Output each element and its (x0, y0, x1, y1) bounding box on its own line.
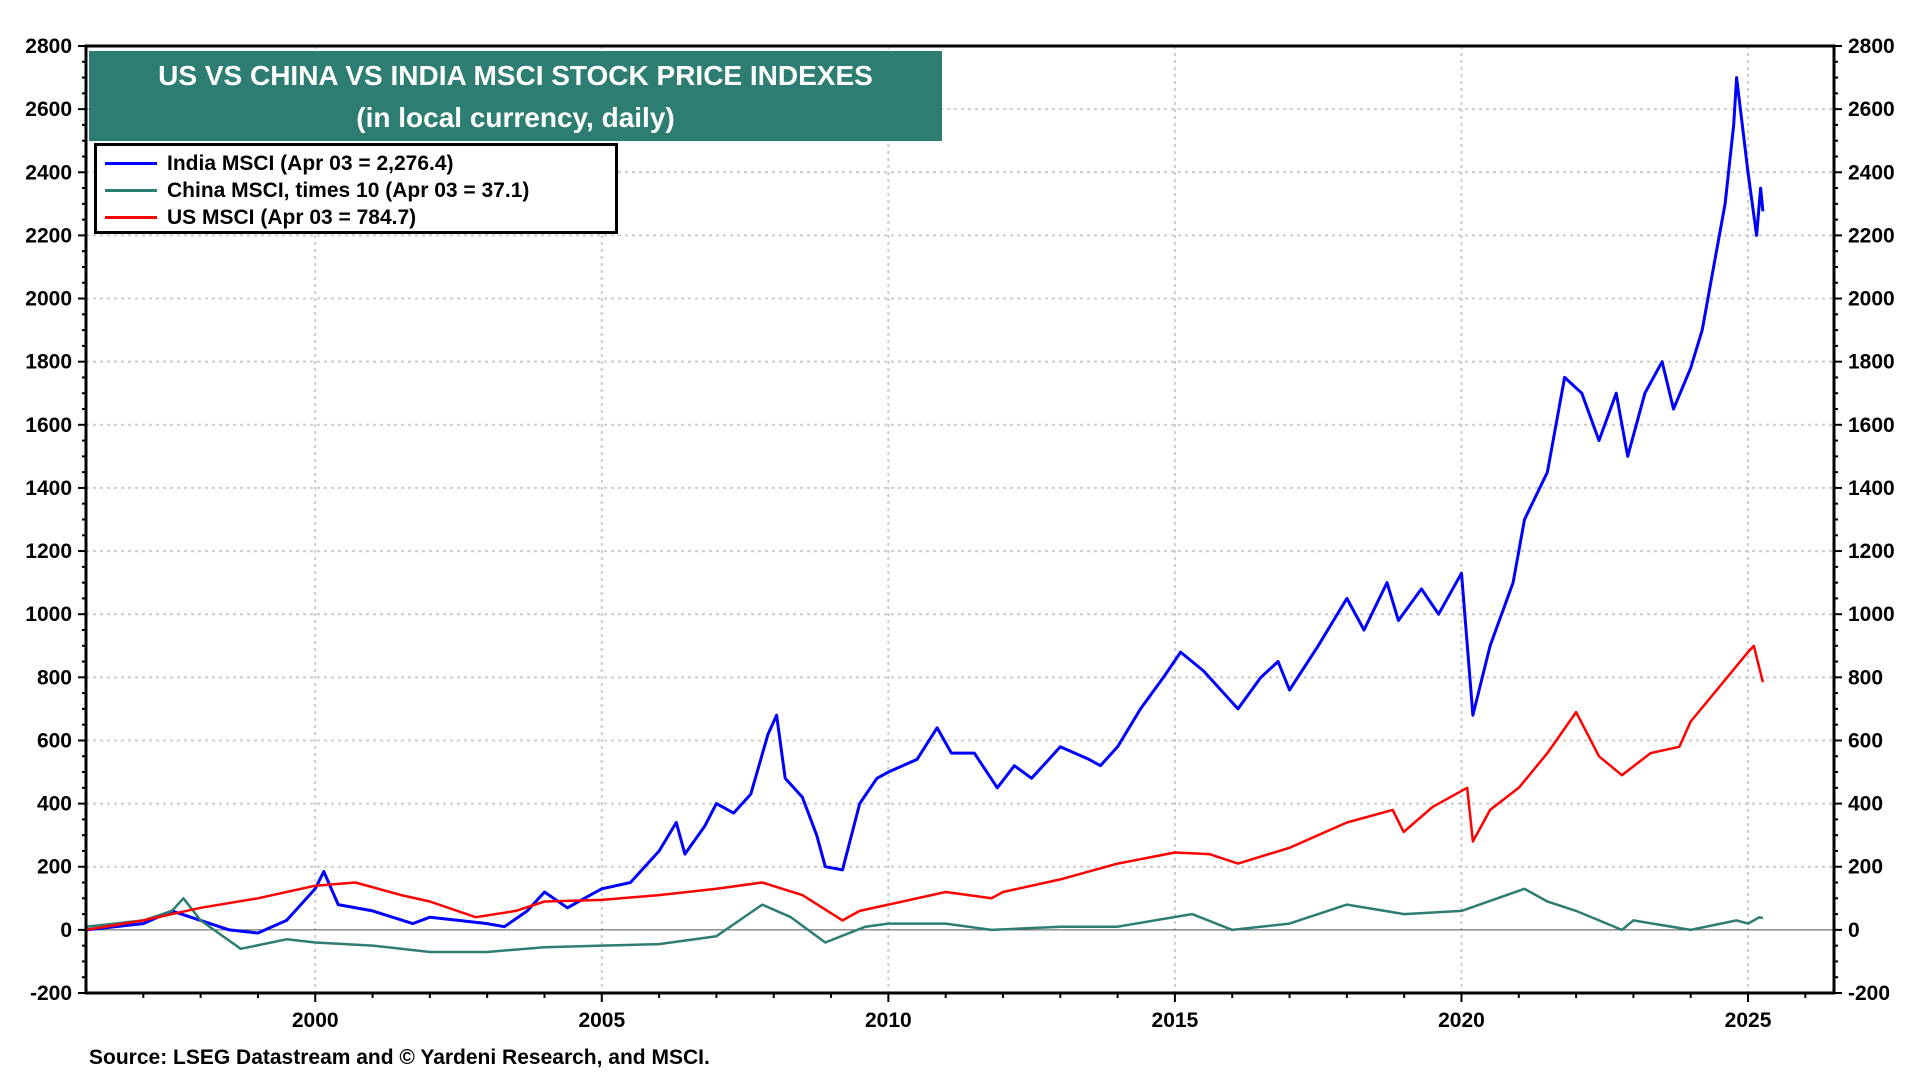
legend-swatch-india (105, 162, 157, 165)
india-msci-line (85, 76, 1765, 935)
y-tick-label-left: 2200 (25, 224, 72, 247)
china-msci-line (85, 887, 1764, 954)
y-tick-label-left: 1000 (25, 603, 72, 626)
x-tick-label: 2020 (1438, 1009, 1485, 1032)
y-tick-label-right: 1600 (1848, 414, 1895, 437)
y-tick-label-left: 1800 (25, 351, 72, 374)
y-tick-label-right: 0 (1848, 919, 1860, 942)
y-tick-label-left: 2600 (25, 98, 72, 121)
chart-subtitle: (in local currency, daily) (356, 102, 675, 133)
x-tick-label: 2000 (292, 1009, 339, 1032)
us-msci-line (85, 644, 1765, 932)
source-note: Source: LSEG Datastream and © Yardeni Re… (89, 1046, 710, 1069)
y-tick-label-right: -200 (1848, 982, 1890, 1005)
y-tick-label-left: 200 (37, 856, 72, 879)
y-tick-label-right: 2800 (1848, 35, 1895, 58)
chart-title-box: US VS CHINA VS INDIA MSCI STOCK PRICE IN… (89, 51, 942, 141)
y-tick-label-left: -200 (30, 982, 72, 1005)
y-tick-label-right: 1400 (1848, 477, 1895, 500)
y-tick-label-left: 800 (37, 666, 72, 689)
x-tick-label: 2015 (1152, 1009, 1199, 1032)
y-tick-label-right: 1000 (1848, 603, 1895, 626)
y-tick-label-left: 0 (60, 919, 72, 942)
x-tick-label: 2005 (578, 1009, 625, 1032)
plot-frame (84, 44, 1836, 995)
y-tick-label-right: 800 (1848, 666, 1883, 689)
y-tick-label-right: 2000 (1848, 288, 1895, 311)
y-tick-label-left: 1600 (25, 414, 72, 437)
y-tick-label-left: 2800 (25, 35, 72, 58)
legend-item-us: US MSCI (Apr 03 = 784.7) (105, 204, 615, 231)
y-tick-label-right: 1200 (1848, 540, 1895, 563)
y-tick-label-left: 2000 (25, 288, 72, 311)
legend-item-china: China MSCI, times 10 (Apr 03 = 37.1) (105, 177, 615, 204)
x-tick-label: 2010 (865, 1009, 912, 1032)
y-tick-label-right: 600 (1848, 729, 1883, 752)
legend: India MSCI (Apr 03 = 2,276.4) China MSCI… (94, 143, 618, 234)
legend-swatch-us (105, 216, 157, 219)
y-tick-label-left: 400 (37, 793, 72, 816)
legend-swatch-china (105, 189, 157, 192)
y-tick-label-right: 2200 (1848, 224, 1895, 247)
y-tick-label-right: 1800 (1848, 351, 1895, 374)
legend-label-us: US MSCI (Apr 03 = 784.7) (167, 205, 417, 229)
legend-item-india: India MSCI (Apr 03 = 2,276.4) (105, 150, 615, 177)
y-tick-label-left: 1400 (25, 477, 72, 500)
y-tick-label-right: 400 (1848, 793, 1883, 816)
y-tick-label-right: 2400 (1848, 161, 1895, 184)
chart-title: US VS CHINA VS INDIA MSCI STOCK PRICE IN… (158, 60, 873, 91)
x-tick-label: 2025 (1725, 1009, 1772, 1032)
y-tick-label-left: 2400 (25, 161, 72, 184)
legend-label-china: China MSCI, times 10 (Apr 03 = 37.1) (167, 178, 530, 202)
legend-label-india: India MSCI (Apr 03 = 2,276.4) (167, 151, 454, 175)
y-tick-label-right: 2600 (1848, 98, 1895, 121)
y-tick-label-left: 600 (37, 729, 72, 752)
y-tick-label-right: 200 (1848, 856, 1883, 879)
y-tick-label-left: 1200 (25, 540, 72, 563)
